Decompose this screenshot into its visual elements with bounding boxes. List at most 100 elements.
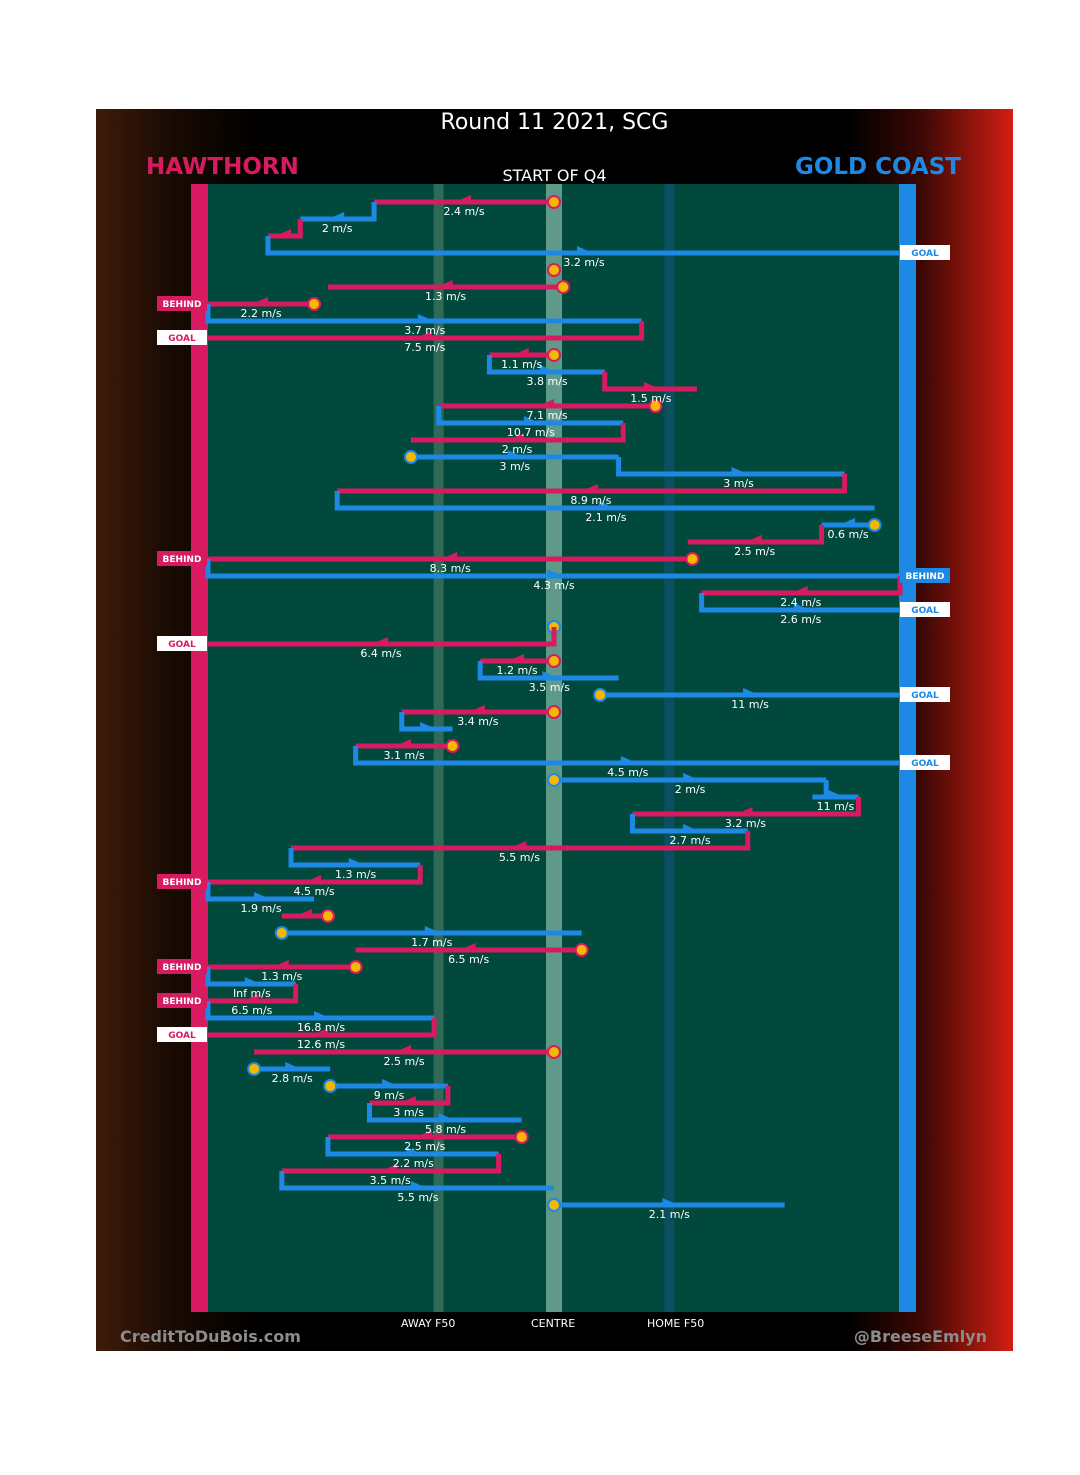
chain-arrow	[295, 909, 312, 917]
stoppage-marker	[685, 552, 700, 566]
speed-label: 1.3 m/s	[425, 290, 466, 303]
chart-subtitle: START OF Q4	[502, 166, 607, 185]
stoppage-marker	[247, 1062, 262, 1076]
stoppage-marker	[648, 399, 663, 413]
speed-label: 1.5 m/s	[630, 392, 671, 405]
chain-line	[410, 423, 626, 443]
chain-arrow	[523, 416, 540, 424]
chain-arrow	[415, 331, 432, 339]
chain-arrow	[538, 399, 555, 407]
chain-arrow	[793, 603, 810, 611]
chain-arrow	[459, 943, 476, 951]
home-team-name: HAWTHORN	[146, 154, 299, 180]
chain-arrow	[314, 1011, 331, 1019]
chain-line	[208, 321, 645, 341]
stoppage-marker	[593, 688, 608, 702]
speed-label: 4.5 m/s	[607, 766, 648, 779]
outcome-badge	[157, 296, 207, 311]
chain-line	[337, 474, 848, 494]
chain-arrow	[272, 960, 289, 968]
speed-label: 2.4 m/s	[443, 205, 484, 218]
chain-arrow	[791, 586, 808, 594]
stoppage-marker	[307, 297, 322, 311]
chain-arrow	[620, 756, 637, 764]
chain-arrow	[312, 1028, 329, 1036]
chain-arrow	[508, 433, 525, 441]
away-goal-bar	[899, 184, 916, 1312]
chain-arrow	[395, 739, 412, 747]
chain-arrow	[242, 994, 259, 1002]
speed-label: 2.6 m/s	[780, 613, 821, 626]
credit-right: @BreeseEmlyn	[853, 1327, 987, 1346]
speed-label: 2.8 m/s	[272, 1072, 313, 1085]
outcome-label: BEHIND	[163, 963, 202, 973]
outcome-label: GOAL	[168, 1031, 196, 1041]
speed-label: 5.5 m/s	[397, 1191, 438, 1204]
chain-line	[436, 406, 624, 426]
stoppage-marker	[348, 960, 363, 974]
outcome-badge	[157, 636, 207, 651]
chain-arrow	[441, 552, 458, 560]
chain-line	[288, 848, 421, 868]
chain-arrow	[512, 348, 529, 356]
chain-arrow	[839, 518, 856, 526]
chain-line	[279, 1171, 554, 1191]
speed-label: 1.7 m/s	[411, 936, 452, 949]
chain-arrow	[436, 280, 453, 288]
speed-label: 5.8 m/s	[425, 1123, 466, 1136]
speed-label: 3.1 m/s	[383, 749, 424, 762]
speed-label: 7.1 m/s	[527, 409, 568, 422]
chain-arrow	[395, 1045, 412, 1053]
chain-line	[486, 355, 605, 375]
chart-poster: 2.4 m/s 2 m/s 3.2 m/s GOAL 1.3 m/s 2.2 m/s BEH…	[96, 109, 1013, 1351]
chain-line	[265, 236, 900, 256]
stoppage-marker	[547, 348, 561, 362]
chain-line	[687, 525, 825, 545]
chain-line	[291, 831, 751, 851]
chain-arrow	[736, 807, 753, 815]
chain-arrow	[547, 569, 563, 577]
speed-label: 11 m/s	[731, 698, 769, 711]
chain-arrow	[252, 297, 269, 305]
chain-chart: 2.4 m/s 2 m/s 3.2 m/s GOAL 1.3 m/s 2.2 m/s BEH…	[157, 184, 950, 1312]
chain-line	[205, 882, 315, 902]
outcome-badge	[157, 874, 207, 889]
chain-arrow	[576, 246, 593, 254]
chain-arrow	[285, 1062, 302, 1070]
stoppage-marker	[556, 280, 571, 294]
chain-line	[300, 202, 377, 222]
speed-label: 5.5 m/s	[499, 851, 540, 864]
outcome-label: GOAL	[911, 759, 939, 769]
stoppage-marker	[547, 773, 561, 787]
outcome-badge	[157, 993, 207, 1008]
stoppage-marker	[323, 1079, 338, 1093]
stoppage-marker	[547, 195, 561, 209]
home-f50-band	[664, 184, 675, 1312]
speed-label: 1.1 m/s	[501, 358, 542, 371]
chain-line	[632, 797, 861, 817]
tick-label-home-f50: HOME F50	[647, 1317, 705, 1330]
chain-arrow	[731, 467, 748, 475]
speed-label: 1.9 m/s	[240, 902, 281, 915]
centre-band	[546, 184, 562, 1312]
chain-line	[205, 559, 900, 579]
chain-line	[602, 372, 698, 392]
outcome-label: BEHIND	[163, 997, 202, 1007]
speed-label: 12.6 m/s	[297, 1038, 345, 1051]
speed-label: 2.2 m/s	[393, 1157, 434, 1170]
speed-label: 2.4 m/s	[780, 596, 821, 609]
speed-label: 2.5 m/s	[734, 545, 775, 558]
chain-arrow	[275, 229, 292, 237]
away-team-name: GOLD COAST	[794, 154, 961, 180]
speed-label: 8.3 m/s	[430, 562, 471, 575]
tick-label-away-f50: AWAY F50	[401, 1317, 456, 1330]
speed-label: Inf m/s	[233, 987, 271, 1000]
outcome-badge	[900, 755, 950, 770]
outcome-badge	[900, 568, 950, 583]
speed-label: 2 m/s	[675, 783, 706, 796]
outcome-label: GOAL	[911, 249, 939, 259]
chain-line	[205, 304, 642, 324]
chain-arrow	[828, 790, 845, 798]
speed-label: 10.7 m/s	[507, 426, 555, 439]
chain-line	[699, 593, 900, 613]
